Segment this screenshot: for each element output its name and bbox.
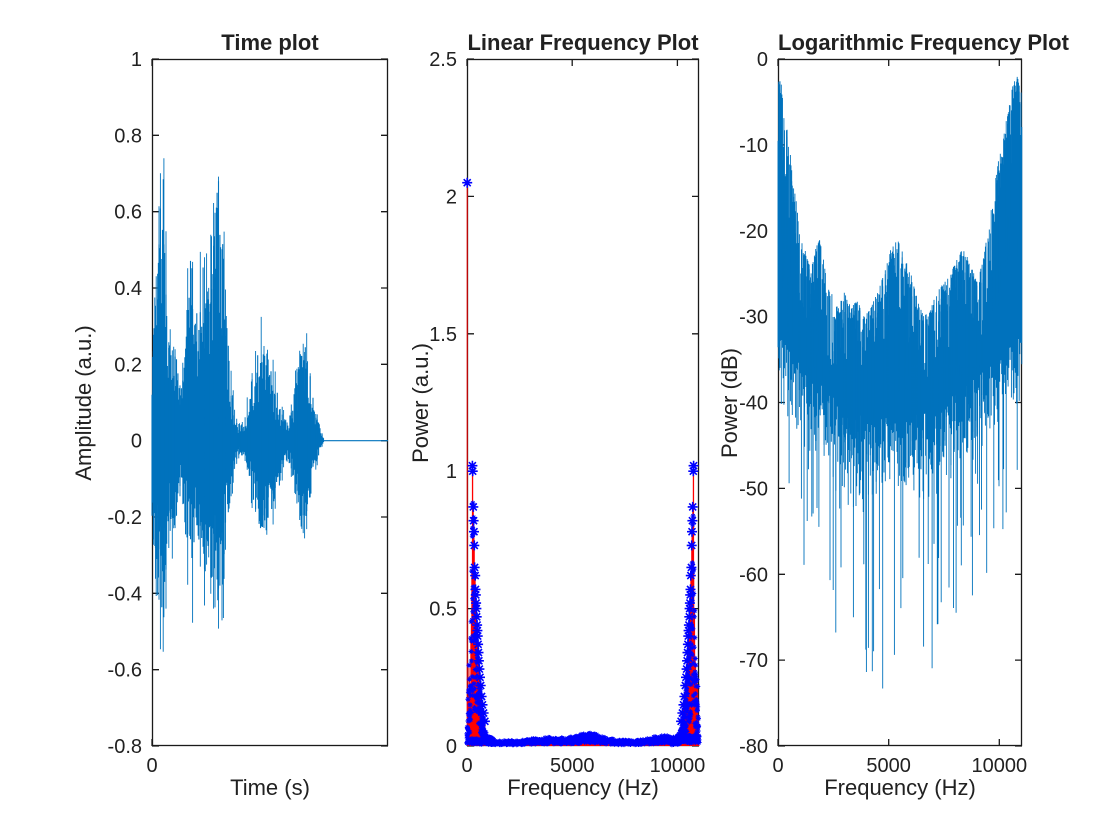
linear-frequency-plot-xlabel: Frequency (Hz)	[507, 775, 659, 800]
x-tick-label: 0	[146, 755, 157, 777]
y-tick-label: 0.5	[429, 599, 457, 621]
tick-marks	[466, 58, 699, 747]
x-tick-label: 0	[461, 755, 472, 777]
y-tick-label: -0.8	[108, 736, 142, 758]
logarithmic-frequency-plot-title: Logarithmic Frequency Plot	[778, 30, 1069, 55]
y-tick-label: 1.5	[429, 324, 457, 346]
x-tick-label: 0	[772, 755, 783, 777]
stem-lines	[466, 182, 700, 746]
y-tick-label: -70	[739, 650, 768, 672]
time-plot-ylabel: Amplitude (a.u.)	[71, 324, 96, 481]
y-tick-label: -60	[739, 564, 768, 586]
y-tick-label: 1	[131, 49, 142, 71]
y-tick-label: 2	[446, 186, 457, 208]
x-tick-label: 5000	[550, 755, 595, 777]
y-tick-label: -40	[739, 393, 768, 415]
linear-frequency-plot-ylabel: Power (a.u.)	[408, 342, 433, 463]
x-tick-label: 5000	[866, 755, 911, 777]
linear-frequency-plot-canvas: 0 0.5 1 1.5 2 2.5 0 5000 10000	[429, 49, 705, 777]
y-tick-label: -10	[739, 135, 768, 157]
spectrum-texture	[778, 78, 1022, 512]
y-tick-label: -0.2	[108, 507, 142, 529]
y-tick-label: 0	[446, 736, 457, 758]
y-tick-label: 1	[446, 461, 457, 483]
y-tick-label: 0.8	[114, 125, 142, 147]
linear-frequency-plot-title: Linear Frequency Plot	[467, 30, 699, 55]
y-tick-label: 0.6	[114, 202, 142, 224]
y-tick-label: -0.4	[108, 583, 142, 605]
time-plot-canvas: 10.80.60.40.20-0.2-0.4-0.6-0.80	[108, 49, 389, 777]
spectrum-lines	[777, 76, 1023, 689]
y-tick-label: 0.4	[114, 278, 142, 300]
y-tick-label: 2.5	[429, 49, 457, 71]
x-tick-label: 10000	[972, 755, 1028, 777]
logarithmic-frequency-plot-canvas: 0-10-20-30-40-50-60-70-800 5000 10000	[739, 49, 1027, 777]
logarithmic-frequency-plot-xlabel: Frequency (Hz)	[824, 775, 976, 800]
y-tick-label: 0	[757, 49, 768, 71]
y-tick-label: -0.6	[108, 660, 142, 682]
waveform-spikes	[152, 158, 323, 652]
asterisk-markers-small	[464, 500, 702, 748]
time-plot-title: Time plot	[221, 30, 319, 55]
y-tick-label: -50	[739, 478, 768, 500]
asterisk-markers-peaks	[462, 177, 699, 727]
y-tick-label: -30	[739, 307, 768, 329]
y-tick-label: -20	[739, 221, 768, 243]
x-tick-label: 10000	[650, 755, 706, 777]
y-tick-label: 0	[131, 431, 142, 453]
y-tick-label: 0.2	[114, 354, 142, 376]
axes-box	[466, 58, 700, 747]
y-tick-label: -80	[739, 736, 768, 758]
time-plot-xlabel: Time (s)	[230, 775, 310, 800]
